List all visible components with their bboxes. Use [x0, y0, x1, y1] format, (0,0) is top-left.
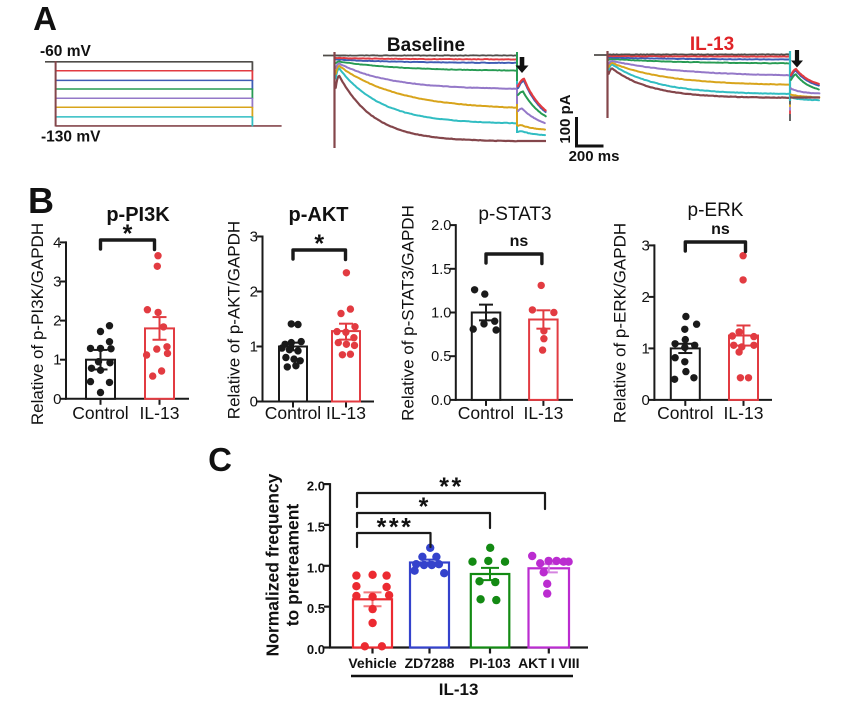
svg-text:2: 2	[250, 284, 258, 301]
svg-text:1.5: 1.5	[431, 262, 451, 278]
svg-text:Relative of p-PI3K/GAPDH: Relative of p-PI3K/GAPDH	[28, 223, 47, 425]
svg-text:0: 0	[250, 394, 258, 411]
svg-text:A: A	[33, 0, 57, 37]
svg-text:0.0: 0.0	[431, 393, 451, 409]
svg-text:3: 3	[250, 229, 258, 246]
svg-text:**: **	[439, 473, 463, 501]
svg-text:Control: Control	[265, 403, 321, 423]
svg-text:Relative of p-ERK/GAPDH: Relative of p-ERK/GAPDH	[611, 223, 630, 423]
svg-text:200 ms: 200 ms	[569, 148, 620, 165]
svg-text:IL-13: IL-13	[439, 680, 479, 699]
svg-text:ZD7288: ZD7288	[405, 655, 455, 671]
svg-text:1.0: 1.0	[307, 560, 325, 575]
svg-text:IL-13: IL-13	[523, 403, 563, 423]
svg-text:*: *	[123, 220, 133, 248]
svg-text:AKT I VIII: AKT I VIII	[518, 655, 579, 671]
svg-text:p-ERK: p-ERK	[688, 200, 744, 221]
svg-text:-130 mV: -130 mV	[41, 129, 101, 146]
svg-text:2: 2	[53, 313, 61, 330]
svg-text:1: 1	[250, 339, 258, 356]
svg-text:0.5: 0.5	[431, 349, 451, 365]
svg-text:Normalized frequency: Normalized frequency	[263, 473, 283, 656]
svg-text:IL-13: IL-13	[140, 403, 180, 423]
svg-text:0.5: 0.5	[307, 601, 325, 616]
svg-text:Control: Control	[458, 403, 514, 423]
svg-text:1.0: 1.0	[431, 306, 451, 322]
svg-text:*: *	[314, 230, 324, 258]
svg-text:-60 mV: -60 mV	[40, 43, 91, 60]
svg-text:ns: ns	[510, 233, 529, 250]
svg-text:to pretreament: to pretreament	[283, 504, 303, 627]
svg-text:100 pA: 100 pA	[557, 94, 574, 143]
svg-text:Relative of p-STAT3/GAPDH: Relative of p-STAT3/GAPDH	[399, 205, 418, 421]
svg-text:Relative of p-AKT/GAPDH: Relative of p-AKT/GAPDH	[225, 221, 244, 419]
svg-text:1.5: 1.5	[307, 519, 325, 534]
svg-text:3: 3	[53, 274, 61, 291]
svg-text:Control: Control	[657, 403, 713, 423]
svg-text:0: 0	[642, 392, 650, 409]
svg-text:0: 0	[53, 391, 61, 408]
svg-text:ns: ns	[711, 221, 730, 238]
svg-text:IL-13: IL-13	[724, 403, 764, 423]
svg-text:3: 3	[642, 237, 650, 254]
svg-text:4: 4	[53, 234, 61, 251]
svg-text:Baseline: Baseline	[387, 35, 465, 56]
svg-text:IL-13: IL-13	[690, 34, 734, 55]
svg-text:0.0: 0.0	[307, 642, 325, 657]
svg-text:PI-103: PI-103	[469, 655, 510, 671]
svg-text:2.0: 2.0	[307, 479, 325, 494]
svg-text:C: C	[208, 441, 232, 478]
svg-text:1: 1	[53, 352, 61, 369]
svg-text:***: ***	[377, 514, 414, 542]
svg-text:Vehicle: Vehicle	[348, 655, 396, 671]
svg-text:2: 2	[642, 289, 650, 306]
svg-text:*: *	[419, 493, 429, 521]
svg-text:Control: Control	[72, 403, 128, 423]
svg-text:p-STAT3: p-STAT3	[478, 204, 551, 225]
svg-text:2.0: 2.0	[431, 218, 451, 234]
svg-text:1: 1	[642, 340, 650, 357]
svg-text:p-PI3K: p-PI3K	[106, 204, 170, 226]
svg-text:IL-13: IL-13	[326, 403, 366, 423]
svg-text:p-AKT: p-AKT	[289, 204, 349, 226]
svg-text:B: B	[28, 180, 54, 221]
